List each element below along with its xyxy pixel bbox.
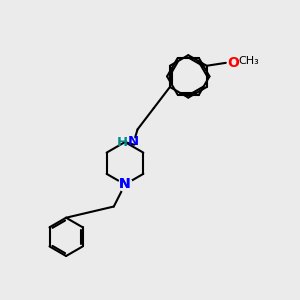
Text: CH₃: CH₃ bbox=[238, 56, 259, 66]
Text: N: N bbox=[119, 177, 131, 191]
Text: O: O bbox=[227, 56, 239, 70]
Text: N: N bbox=[128, 135, 139, 148]
Text: N: N bbox=[119, 177, 131, 191]
Text: H: H bbox=[117, 136, 128, 149]
